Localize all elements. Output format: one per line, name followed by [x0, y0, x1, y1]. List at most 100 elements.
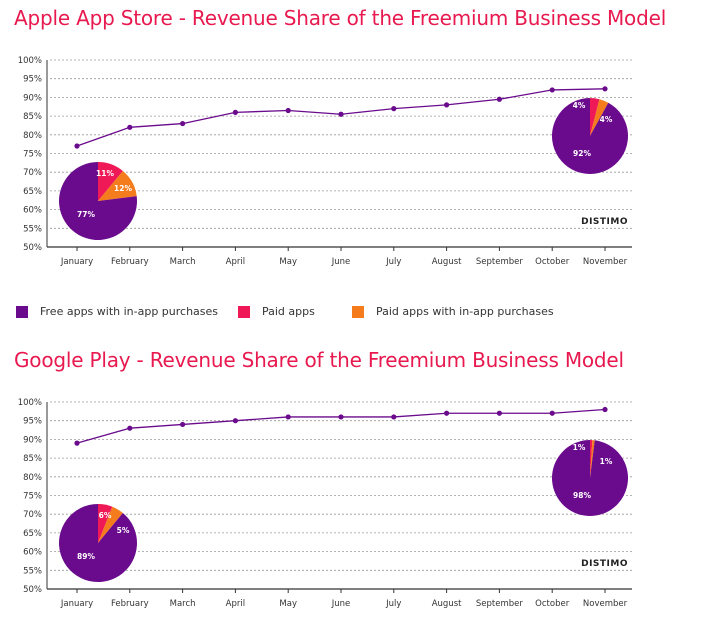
pie-label-free-inapp: 98% [573, 491, 591, 500]
chart-title-app-store: Apple App Store - Revenue Share of the F… [14, 6, 667, 30]
pie-label-paid: 6% [99, 511, 112, 520]
y-tick-label: 100% [18, 56, 42, 66]
y-tick-label: 65% [23, 529, 42, 539]
y-tick-label: 55% [23, 224, 42, 234]
pie-slice-paid [98, 162, 123, 201]
data-point-april [232, 109, 238, 115]
pie-january: 89% 6% 5% [59, 504, 137, 582]
data-point-june [338, 414, 344, 420]
data-point-may [285, 107, 291, 114]
pie-slice-free-inapp [58, 162, 137, 240]
y-tick-label: 60% [23, 548, 42, 558]
y-tick-label: 95% [23, 417, 42, 427]
data-point-may [285, 414, 291, 420]
legend-item-free-inapp: Free apps with in-app purchases [16, 305, 218, 318]
data-point-november [602, 86, 608, 92]
pie-slice-paid [590, 98, 600, 136]
x-tick-label-july: July [385, 257, 401, 267]
pie-slice-paid-inapp [590, 99, 609, 136]
y-tick-label: 80% [23, 131, 42, 141]
x-tick-label-august: August [432, 599, 462, 609]
x-tick-label-march: March [170, 599, 196, 609]
x-tick-label-january: January [60, 599, 93, 609]
data-point-february [127, 425, 133, 431]
data-point-march [180, 120, 186, 127]
x-tick-label-july: July [385, 599, 401, 609]
x-tick-label-november: November [583, 257, 628, 267]
x-tick-label-october: October [535, 257, 570, 267]
pie-label-paid-inapp: 12% [114, 184, 132, 193]
x-tick-label-september: September [476, 599, 523, 609]
legend-swatch-free-inapp [16, 305, 28, 318]
data-point-august [444, 102, 450, 108]
y-tick-label: 55% [23, 566, 42, 576]
pie-slice-paid-inapp [590, 440, 595, 478]
x-tick-label-october: October [535, 599, 570, 609]
google-play-chart: 50% 55% 60% 65% 70% 75% 80% 85% 90% 95% 100% Januar… [18, 398, 632, 609]
pie-label-paid: 11% [96, 169, 114, 178]
series-line-free-apps-with-in-app-purchases [76, 88, 606, 147]
pie-slice-free-inapp [59, 504, 137, 582]
y-tick-label: 90% [23, 93, 42, 103]
pie-slice-paid [98, 504, 113, 543]
data-point-july [391, 414, 397, 420]
pie-november: 98% 1% 1% [552, 440, 628, 516]
pie-label-paid: 4% [573, 101, 586, 110]
app-store-chart: 50% 55% 60% 65% 70% 75% 80% 85% 90% 95% 100% Januar… [18, 56, 632, 267]
pie-label-paid-inapp: 1% [600, 457, 613, 466]
y-tick-label: 70% [23, 510, 42, 520]
y-tick-label: 100% [18, 398, 42, 408]
distimo-watermark: DISTIMO [581, 559, 628, 569]
data-point-july [391, 106, 397, 112]
chart-title-google-play: Google Play - Revenue Share of the Freem… [14, 348, 624, 372]
legend-label-paid-inapp: Paid apps with in-app purchases [376, 305, 554, 318]
y-tick-label: 75% [23, 150, 42, 160]
pie-label-free-inapp: 92% [573, 149, 591, 158]
data-point-april [232, 418, 238, 424]
pie-november: 92% 4% 4% [552, 98, 628, 174]
legend-item-paid: Paid apps [238, 305, 315, 318]
pie-label-free-inapp: 89% [77, 552, 95, 561]
x-tick-label-february: February [111, 599, 149, 609]
y-tick-label: 50% [23, 243, 42, 253]
y-tick-label: 80% [23, 473, 42, 483]
legend-swatch-paid [238, 305, 250, 318]
data-point-november [602, 406, 608, 413]
data-point-january [74, 440, 80, 446]
data-point-october [549, 410, 555, 416]
pie-label-paid: 1% [573, 443, 586, 452]
legend-item-paid-inapp: Paid apps with in-app purchases [352, 305, 554, 318]
pie-slice-paid [590, 440, 593, 478]
pie-label-paid-inapp: 4% [600, 115, 613, 124]
data-point-september [496, 96, 502, 102]
x-tick-label-june: June [331, 257, 351, 267]
data-point-october [549, 87, 555, 93]
y-tick-label: 65% [23, 187, 42, 197]
y-tick-label: 85% [23, 112, 42, 122]
data-point-june [338, 111, 344, 117]
y-tick-label: 85% [23, 454, 42, 464]
pie-slice-free-inapp [552, 98, 628, 174]
x-tick-label-march: March [170, 257, 196, 267]
pie-label-paid-inapp: 5% [117, 526, 130, 535]
x-tick-label-april: April [226, 257, 245, 267]
pie-slice-paid-inapp [98, 506, 123, 543]
data-point-march [180, 421, 186, 428]
x-tick-label-february: February [111, 257, 149, 267]
x-tick-label-november: November [583, 599, 628, 609]
x-tick-label-may: May [279, 257, 297, 267]
y-tick-label: 60% [23, 206, 42, 216]
y-tick-label: 50% [23, 585, 42, 595]
data-point-september [496, 410, 502, 416]
x-tick-label-january: January [60, 257, 93, 267]
distimo-watermark: DISTIMO [581, 217, 628, 227]
pie-label-free-inapp: 77% [77, 210, 95, 219]
y-tick-label: 75% [23, 492, 42, 502]
x-tick-label-may: May [279, 599, 297, 609]
x-tick-label-april: April [226, 599, 245, 609]
legend-label-paid: Paid apps [262, 305, 315, 318]
pie-slice-paid-inapp [98, 170, 137, 201]
y-tick-label: 70% [23, 168, 42, 178]
data-point-january [74, 143, 80, 149]
x-tick-label-september: September [476, 257, 523, 267]
